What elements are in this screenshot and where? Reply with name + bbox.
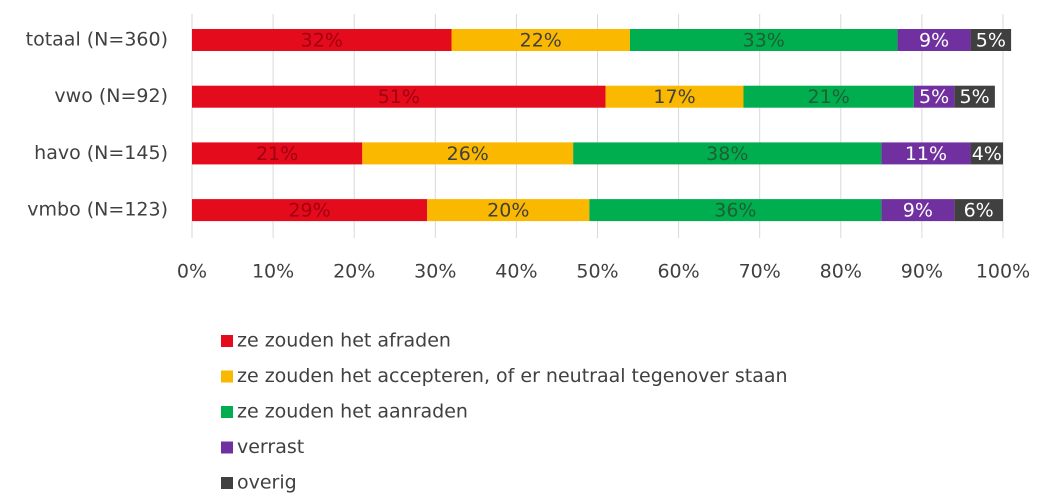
bar-segment [427,199,590,222]
data-label: 38% [706,143,748,165]
bar-segment [881,199,955,222]
data-label: 21% [256,143,298,165]
data-label: 5% [976,30,1006,52]
data-label: 9% [919,30,949,52]
data-label: 21% [808,86,850,108]
bar-segment [192,85,606,108]
legend-swatch [221,477,233,489]
legend-label: overig [237,472,297,493]
bar-segment [954,199,1003,222]
bar-segment [451,29,630,51]
data-label: 17% [653,86,695,108]
x-tick-label: 80% [820,261,862,283]
bar-segment [605,85,744,108]
legend-label: verrast [237,436,304,458]
bar-segment [970,29,1012,51]
x-tick-label: 10% [252,261,294,283]
legend-label: ze zouden het accepteren, of er neutraal… [237,365,788,387]
data-label: 22% [520,30,562,52]
data-label: 6% [964,200,994,222]
data-label: 9% [903,200,933,222]
legend-swatch [221,406,233,418]
x-tick-label: 100% [976,261,1030,283]
data-label: 5% [960,86,990,108]
y-tick-label: vmbo (N=123) [27,199,168,221]
x-tick-label: 50% [576,261,618,283]
data-label: 36% [714,200,756,222]
y-tick-label: havo (N=145) [34,142,168,164]
data-label: 29% [288,200,330,222]
bar-segment [743,85,914,108]
x-tick-label: 20% [333,261,375,283]
x-tick-label: 70% [739,261,781,283]
data-label: 26% [447,143,489,165]
bar-segment [897,29,971,51]
bar-segment [589,199,882,222]
bar-segment [362,142,574,165]
legend-label: ze zouden het afraden [237,330,451,352]
bar-segment [629,29,898,51]
data-label: 11% [905,143,947,165]
bar-segment [913,85,955,108]
data-label: 51% [378,86,420,108]
x-tick-label: 0% [177,261,207,283]
x-tick-label: 30% [414,261,456,283]
y-tick-label: totaal (N=360) [26,29,168,51]
legend-swatch [221,335,233,347]
bar-segment [573,142,882,165]
x-tick-label: 60% [657,261,699,283]
bar-segment [881,142,971,165]
bar-segment [192,29,452,51]
y-tick-label: vwo (N=92) [54,85,168,107]
data-label: 20% [487,200,529,222]
legend-swatch [221,441,233,454]
data-label: 4% [972,143,1002,165]
bar-segment [192,142,363,165]
data-label: 5% [919,86,949,108]
x-tick-label: 90% [901,261,943,283]
bar-segment [192,199,428,222]
bar-segment [970,142,1003,165]
legend-label: ze zouden het aanraden [237,401,468,423]
x-tick-label: 40% [495,261,537,283]
data-label: 33% [743,30,785,52]
legend-swatch [221,370,233,383]
bar-segment [954,85,995,108]
data-label: 32% [301,30,343,52]
